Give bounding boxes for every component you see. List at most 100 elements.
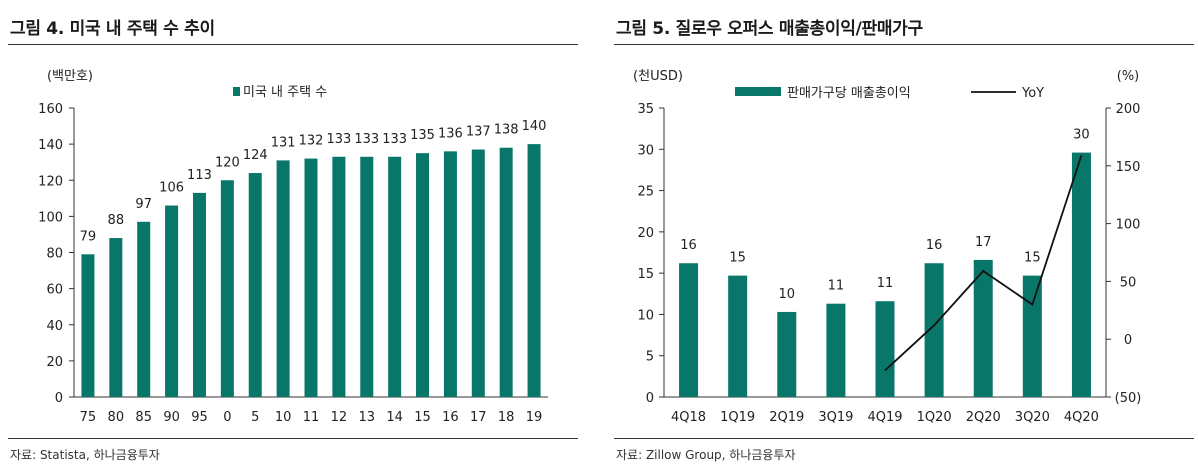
data-label: 131: [271, 135, 296, 150]
bar: [360, 156, 374, 397]
y2-tick-label: 0: [1124, 333, 1132, 348]
x-tick-label: 90: [163, 410, 180, 425]
bar: [1071, 152, 1091, 397]
data-label: 132: [299, 134, 324, 149]
y-tick-label: 60: [46, 283, 63, 298]
bar: [443, 151, 457, 397]
data-label: 124: [243, 148, 268, 163]
x-tick-label: 95: [191, 410, 208, 425]
x-tick-label: 4Q20: [1064, 410, 1099, 425]
x-tick-label: 0: [223, 410, 231, 425]
x-tick-label: 4Q18: [671, 410, 706, 425]
data-label: 97: [135, 197, 152, 212]
bar: [109, 238, 123, 397]
bar: [248, 173, 262, 397]
y2-tick-label: 150: [1116, 160, 1141, 175]
x-tick-label: 17: [470, 410, 487, 425]
data-label: 10: [779, 287, 796, 302]
right-title-rule: [614, 44, 1194, 45]
x-tick-label: 16: [442, 410, 459, 425]
y-axis-unit: (백만호): [47, 69, 93, 84]
bar: [81, 254, 95, 397]
bar: [165, 205, 179, 397]
data-label: 11: [877, 276, 894, 291]
data-label: 138: [494, 123, 519, 138]
y-tick-label: 140: [38, 138, 63, 153]
y-tick-label: 20: [637, 226, 654, 241]
bar: [924, 263, 944, 397]
data-label: 136: [438, 126, 463, 141]
x-tick-label: 18: [498, 410, 515, 425]
y2-axis-unit: (%): [1117, 69, 1140, 84]
bar: [220, 180, 234, 397]
bar: [679, 263, 699, 397]
data-label: 140: [522, 119, 547, 134]
right-chart-title: 그림 5. 질로우 오퍼스 매출총이익/판매가구: [616, 19, 923, 39]
y-tick-label: 100: [38, 210, 63, 225]
x-tick-label: 4Q19: [867, 410, 902, 425]
x-tick-label: 19: [526, 410, 543, 425]
legend-label: 미국 내 주택 수: [243, 85, 327, 100]
x-tick-label: 3Q20: [1015, 410, 1050, 425]
y-tick-label: 120: [38, 174, 63, 189]
y2-tick-label: 50: [1120, 275, 1137, 290]
data-label: 133: [354, 132, 379, 147]
x-tick-label: 11: [303, 410, 320, 425]
legend-bar-swatch: [735, 87, 781, 96]
left-title-rule: [8, 44, 578, 45]
x-tick-label: 80: [108, 410, 125, 425]
legend-line-label: YoY: [1021, 86, 1044, 101]
y2-tick-label: 200: [1116, 102, 1141, 117]
y2-tick-label: (50): [1115, 391, 1142, 406]
data-label: 30: [1073, 128, 1090, 143]
right-panel: 그림 5. 질로우 오퍼스 매출총이익/판매가구 0 5 10 15 20 25 30 35 (…: [606, 0, 1198, 467]
data-label: 88: [108, 213, 125, 228]
y-tick-label: 25: [637, 185, 654, 200]
x-tick-label: 15: [414, 410, 431, 425]
y-tick-label: 0: [646, 391, 654, 406]
right-source: 자료: Zillow Group, 하나금융투자: [616, 448, 796, 462]
bar: [973, 259, 993, 397]
x-tick-label: 5: [251, 410, 259, 425]
left-bottom-rule: [8, 438, 578, 439]
data-label: 106: [159, 181, 184, 196]
data-label: 137: [466, 125, 491, 140]
gross-profit-per-home-chart: 0 5 10 15 20 25 30 35 (50) 0 50 100 150 200 (천USD) (%) 판…: [633, 69, 1142, 425]
y-tick-label: 160: [38, 102, 63, 117]
data-label: 16: [926, 238, 943, 253]
data-label: 11: [828, 279, 845, 294]
y-tick-label: 10: [637, 308, 654, 323]
y-tick-label: 35: [637, 102, 654, 117]
bar: [527, 144, 541, 397]
data-label: 135: [410, 128, 435, 143]
data-label: 113: [187, 168, 212, 183]
bar: [728, 275, 748, 397]
bar: [276, 160, 290, 397]
data-label: 15: [1024, 251, 1041, 266]
bar: [388, 156, 402, 397]
left-chart-title: 그림 4. 미국 내 주택 수 추이: [10, 19, 215, 39]
data-label: 79: [80, 229, 97, 244]
data-label: 133: [326, 132, 351, 147]
bar: [499, 147, 513, 397]
data-label: 15: [729, 251, 746, 266]
left-panel: 그림 4. 미국 내 주택 수 추이 0 20 40 60 80 100 120 140 160…: [0, 0, 580, 467]
bar: [192, 192, 206, 397]
x-tick-label: 10: [275, 410, 292, 425]
legend-bar-label: 판매가구당 매출총이익: [787, 86, 911, 101]
bar: [137, 221, 151, 397]
bar: [416, 153, 430, 397]
bar: [1022, 275, 1042, 397]
y-tick-label: 20: [46, 355, 63, 370]
x-tick-label: 13: [358, 410, 375, 425]
data-label: 120: [215, 155, 240, 170]
data-label: 16: [680, 238, 697, 253]
legend-swatch: [233, 87, 240, 96]
bar: [777, 311, 797, 397]
x-tick-label: 85: [135, 410, 152, 425]
x-tick-label: 1Q20: [917, 410, 952, 425]
bar: [875, 301, 895, 397]
right-bottom-rule: [614, 438, 1194, 439]
bar: [826, 303, 846, 397]
x-tick-label: 14: [386, 410, 403, 425]
